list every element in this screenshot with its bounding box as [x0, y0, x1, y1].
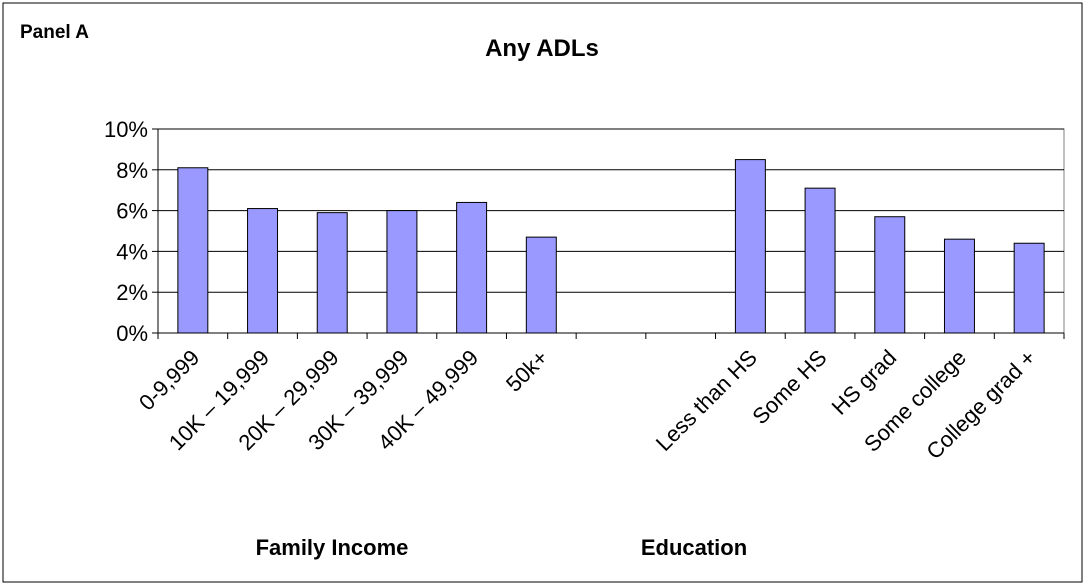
- panel-label: Panel A: [20, 22, 89, 43]
- bar: [456, 201, 488, 334]
- chart-title: Any ADLs: [485, 35, 599, 62]
- y-tick-label: 8%: [116, 158, 148, 183]
- y-tick-label: 10%: [104, 117, 148, 142]
- y-tick-label: 2%: [116, 280, 148, 305]
- bar: [316, 212, 348, 334]
- plot-area: [157, 128, 1065, 334]
- bar: [734, 159, 766, 334]
- group-label-education: Education: [641, 535, 747, 560]
- bar: [1013, 242, 1045, 334]
- bars: [177, 159, 1045, 334]
- bar: [247, 208, 279, 334]
- bar: [386, 210, 418, 334]
- bar: [874, 216, 906, 334]
- group-label-family-income: Family Income: [256, 535, 409, 560]
- bar: [525, 236, 557, 334]
- y-axis: 0% 2% 4% 6% 8% 10%: [104, 117, 159, 346]
- plot-frame: [157, 128, 1065, 334]
- bar: [804, 187, 836, 334]
- bar: [177, 167, 209, 334]
- gridlines: [158, 128, 1064, 293]
- y-tick-label: 4%: [116, 239, 148, 264]
- y-tick-label: 6%: [116, 199, 148, 224]
- y-tick-label: 0%: [116, 321, 148, 346]
- bar: [943, 238, 975, 334]
